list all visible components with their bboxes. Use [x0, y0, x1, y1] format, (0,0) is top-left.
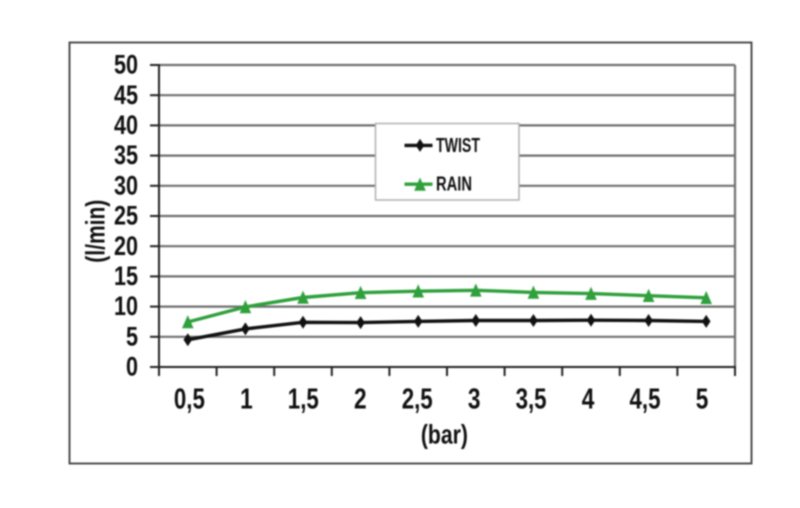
- svg-text:20: 20: [114, 231, 138, 261]
- svg-text:25: 25: [114, 201, 138, 231]
- svg-text:4,5: 4,5: [630, 383, 661, 415]
- svg-text:(bar): (bar): [421, 420, 468, 450]
- svg-text:2: 2: [354, 383, 367, 415]
- svg-text:30: 30: [114, 170, 138, 200]
- svg-text:0: 0: [126, 352, 138, 382]
- svg-text:4: 4: [582, 383, 595, 415]
- svg-text:15: 15: [114, 261, 138, 291]
- svg-text:1,5: 1,5: [288, 383, 319, 415]
- svg-text:5: 5: [696, 383, 709, 415]
- svg-text:10: 10: [114, 291, 138, 321]
- svg-text:TWIST: TWIST: [436, 135, 480, 157]
- svg-text:5: 5: [126, 321, 138, 351]
- svg-text:2,5: 2,5: [402, 383, 433, 415]
- svg-text:40: 40: [114, 110, 138, 140]
- svg-text:50: 50: [114, 50, 138, 80]
- svg-text:3: 3: [468, 383, 481, 415]
- svg-text:1: 1: [240, 383, 253, 415]
- svg-text:3,5: 3,5: [516, 383, 547, 415]
- svg-text:35: 35: [114, 140, 138, 170]
- svg-text:RAIN: RAIN: [436, 174, 472, 196]
- svg-text:(l/min): (l/min): [81, 200, 111, 263]
- svg-text:45: 45: [114, 80, 138, 110]
- svg-text:0,5: 0,5: [174, 383, 205, 415]
